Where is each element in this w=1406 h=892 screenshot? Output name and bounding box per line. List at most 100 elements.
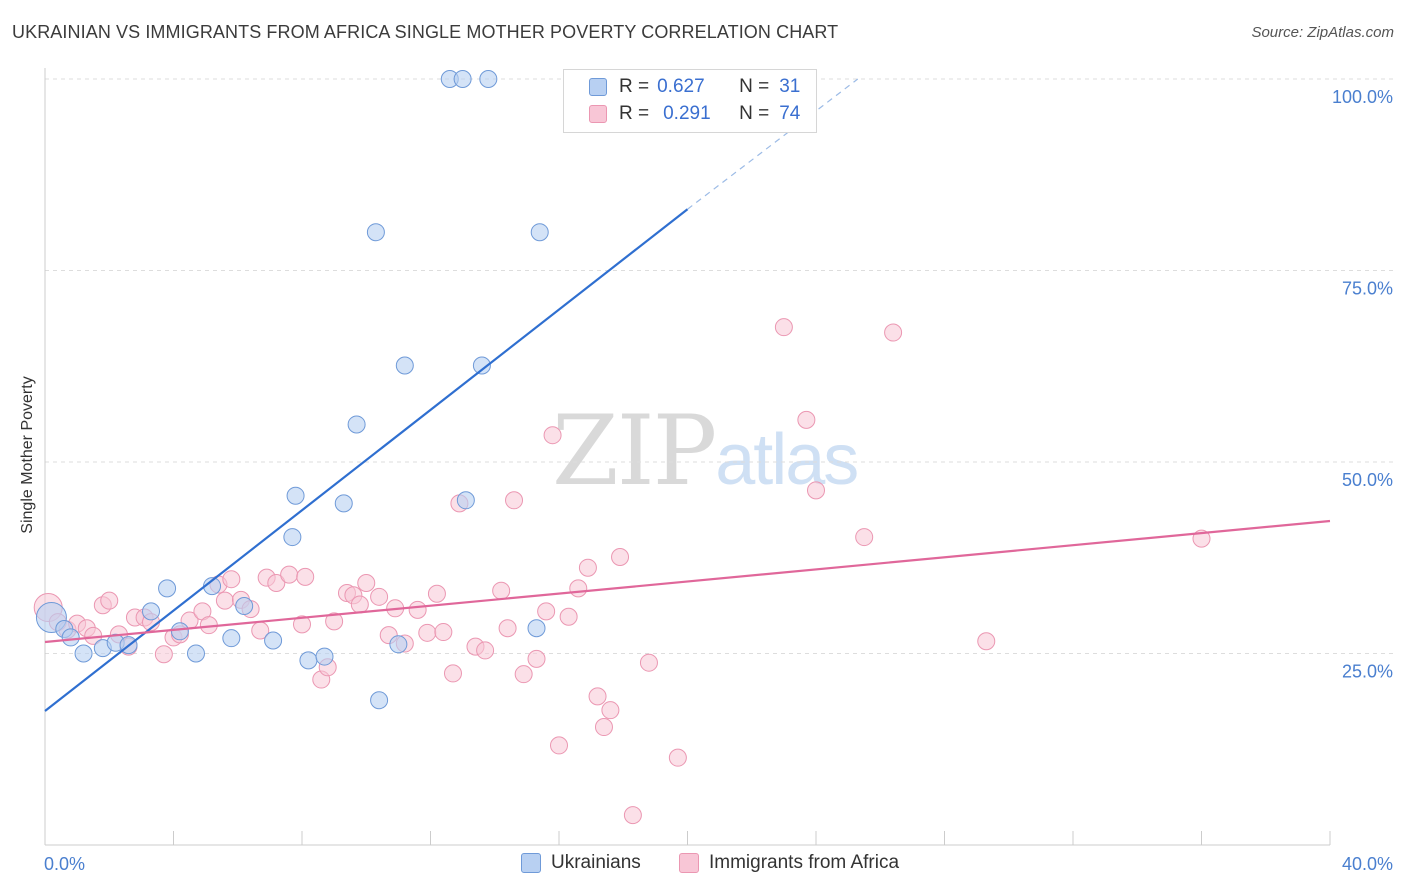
africa-points: [33, 318, 1211, 825]
watermark-zip: ZIP: [552, 395, 717, 507]
africa-point: [527, 649, 546, 668]
legend-swatch-ukrainians: [521, 853, 541, 873]
africa-point: [578, 558, 597, 577]
africa-point: [357, 574, 376, 593]
ukrainian-point: [170, 622, 189, 641]
africa-point: [977, 632, 996, 651]
x-tick-label: 0.0%: [44, 854, 85, 874]
africa-point: [154, 645, 173, 664]
legend-n-label: N =: [739, 103, 770, 124]
trend-lines: [44, 78, 1331, 712]
africa-point: [498, 619, 517, 638]
africa-point: [807, 481, 825, 500]
legend-r-value: 0.291: [663, 103, 711, 124]
watermark: ZIPatlas: [552, 395, 859, 507]
africa-point: [370, 587, 389, 606]
africa-point: [505, 491, 524, 510]
africa-point: [668, 748, 687, 767]
ukrainian-point: [453, 70, 472, 88]
legend-n-label: N =: [739, 76, 770, 97]
africa-point: [623, 806, 642, 825]
legend-row-ukrainians: R = 0.627 N = 31: [564, 74, 800, 100]
x-tick-label: 40.0%: [1342, 854, 1393, 874]
africa-point: [774, 318, 793, 337]
ukrainian-point: [334, 494, 353, 513]
watermark-atlas: atlas: [715, 420, 859, 500]
series-legend: Ukrainians Immigrants from Africa: [0, 852, 1406, 878]
legend-swatch-africa: [589, 105, 607, 123]
legend-item-ukrainians[interactable]: Ukrainians: [521, 852, 641, 874]
chart-title: UKRAINIAN VS IMMIGRANTS FROM AFRICA SING…: [12, 22, 839, 42]
africa-point: [514, 665, 533, 684]
legend-label-africa: Immigrants from Africa: [709, 852, 900, 873]
ukrainian-point: [395, 356, 414, 375]
africa-point: [296, 567, 315, 586]
africa-point: [537, 602, 556, 621]
y-tick-label: 50.0%: [1342, 470, 1393, 490]
africa-point: [550, 736, 568, 755]
africa-point: [267, 574, 286, 593]
legend-r-value: 0.627: [657, 76, 705, 97]
africa-point: [325, 612, 344, 631]
ukrainian-point: [530, 223, 549, 242]
africa-trend-line: [44, 519, 1331, 644]
africa-point: [408, 600, 427, 619]
africa-point: [476, 641, 495, 660]
axes: [44, 68, 1331, 846]
africa-point: [611, 547, 630, 566]
source-label: Source: ZipAtlas.com: [1251, 24, 1394, 41]
ukrainian-point: [299, 651, 318, 670]
africa-point: [639, 653, 658, 672]
ukrainian-point: [366, 223, 385, 242]
africa-point: [443, 664, 462, 683]
ukrainian-point: [315, 647, 334, 666]
legend-r-label: R =: [619, 76, 650, 97]
africa-point: [559, 607, 578, 626]
africa-point: [594, 718, 613, 737]
africa-point: [350, 595, 369, 614]
ukrainian-point: [158, 579, 177, 598]
legend-swatch-africa: [679, 853, 699, 873]
ukrainian-point: [456, 491, 475, 510]
legend-item-africa[interactable]: Immigrants from Africa: [679, 852, 899, 874]
ukrainian-point: [264, 631, 283, 650]
ukrainian-point: [186, 644, 205, 663]
africa-point: [280, 565, 299, 584]
africa-point: [215, 591, 234, 610]
africa-point: [543, 426, 562, 445]
ukrainian-point: [527, 619, 546, 638]
ukrainian-point: [472, 356, 491, 375]
ukrainian-point: [370, 691, 389, 710]
africa-point: [222, 570, 241, 589]
africa-point: [418, 623, 437, 642]
ukrainian-point: [235, 597, 254, 616]
ukrainian-point: [222, 629, 241, 648]
legend-n-value: 74: [779, 103, 801, 124]
tick-labels: 25.0% 50.0% 75.0% 100.0% 0.0% 40.0%: [44, 87, 1393, 874]
y-tick-label: 100.0%: [1332, 87, 1393, 107]
y-tick-label: 75.0%: [1342, 279, 1393, 299]
africa-point: [884, 323, 903, 342]
ukrainian-trend-line: [44, 208, 689, 712]
ukrainian-point: [389, 635, 408, 654]
ukrainian-trend-extension: [687, 78, 859, 210]
grid-lines: [45, 78, 1393, 654]
ukrainian-point: [347, 415, 366, 434]
legend-swatch-ukrainians: [589, 78, 607, 96]
africa-point: [434, 623, 453, 642]
ukrainian-point: [283, 528, 302, 547]
legend-r-label: R =: [619, 103, 650, 124]
ukrainian-point: [61, 628, 80, 647]
africa-point: [569, 579, 588, 598]
africa-point: [492, 581, 511, 600]
africa-point: [797, 410, 816, 429]
legend-n-value: 31: [779, 76, 801, 97]
africa-point: [293, 615, 311, 634]
africa-point: [588, 687, 607, 706]
africa-point: [855, 528, 874, 547]
africa-point: [601, 701, 620, 720]
ukrainian-point: [74, 644, 93, 663]
ukrainian-point: [142, 602, 161, 621]
y-tick-label: 25.0%: [1342, 662, 1393, 682]
